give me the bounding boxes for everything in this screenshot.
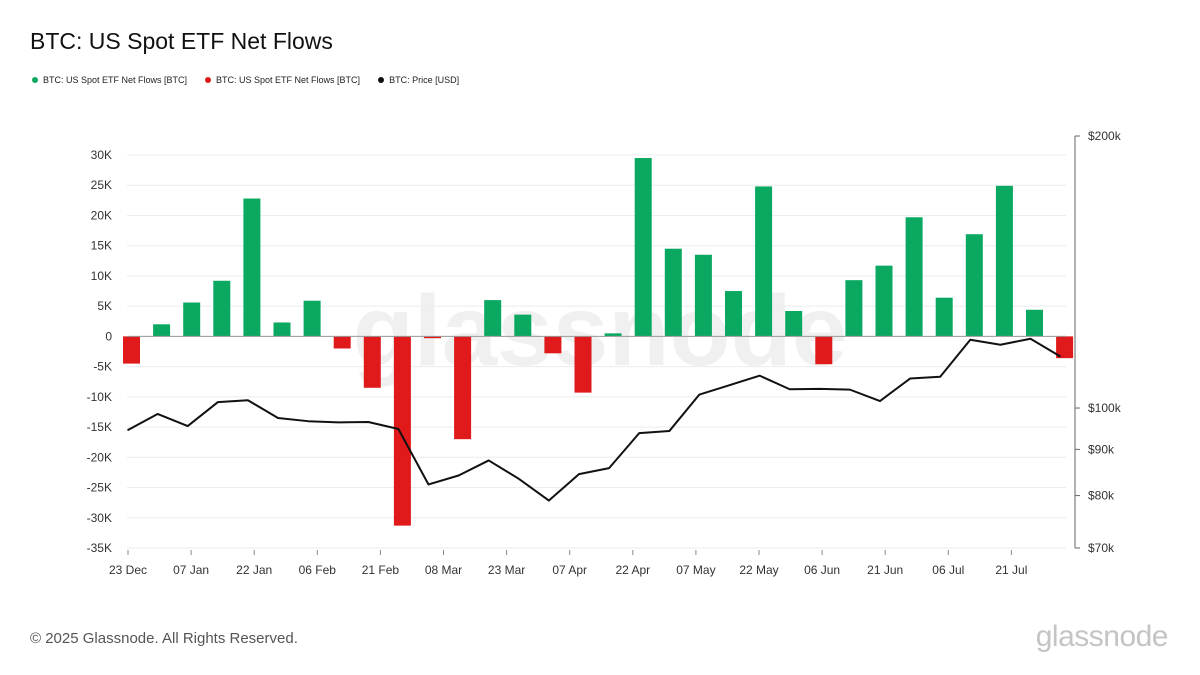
inflow-bar[interactable]	[905, 217, 923, 337]
inflow-bar[interactable]	[965, 234, 983, 337]
right-axis: $200k $100k $90k $80k $70k	[1074, 129, 1122, 555]
inflow-bar[interactable]	[845, 280, 863, 337]
x-tick-label: 23 Dec	[109, 563, 147, 577]
x-axis-ticks: 23 Dec 07 Jan 22 Jan 06 Feb 21 Feb 08 Mar 23 M…	[109, 550, 1027, 577]
price-line[interactable]	[127, 337, 1062, 502]
outflow-bar[interactable]	[574, 336, 592, 393]
inflow-bar[interactable]	[755, 186, 773, 337]
legend-swatch-red-icon	[205, 77, 212, 83]
y-left-tick-label: -25K	[87, 481, 112, 495]
price-line-group	[127, 337, 1062, 502]
outflow-bar[interactable]	[815, 336, 833, 365]
x-tick-label: 21 Jun	[867, 563, 903, 577]
chart-legend: BTC: US Spot ETF Net Flows [BTC] BTC: US…	[32, 75, 459, 85]
x-tick-label: 06 Jul	[932, 563, 964, 577]
y-left-tick-label: -20K	[87, 450, 112, 464]
legend-item-price[interactable]: BTC: Price [USD]	[378, 75, 459, 85]
x-tick-label: 07 Jan	[173, 563, 209, 577]
y-right-tick-label: $90k	[1088, 442, 1115, 456]
inflow-bar[interactable]	[935, 297, 953, 337]
inflow-bar[interactable]	[243, 198, 261, 337]
left-axis-ticks: 30K 25K 20K 15K 10K 5K 0 -5K -10K -15K -20K -25K -30…	[87, 148, 113, 555]
outflow-bar[interactable]	[393, 336, 411, 526]
glassnode-logo: glassnode	[1035, 620, 1169, 653]
x-tick-label: 06 Feb	[299, 563, 337, 577]
x-tick-label: 21 Jul	[995, 563, 1027, 577]
y-left-tick-label: -15K	[87, 420, 112, 434]
y-left-tick-label: -35K	[87, 541, 112, 555]
legend-swatch-green-icon	[32, 77, 38, 83]
x-tick-label: 21 Feb	[362, 563, 400, 577]
outflow-bar[interactable]	[424, 336, 441, 339]
y-right-tick-label: $80k	[1088, 489, 1115, 503]
y-right-tick-label: $100k	[1088, 401, 1122, 415]
inflow-bar[interactable]	[995, 185, 1013, 337]
y-left-tick-label: 25K	[91, 178, 112, 192]
x-tick-label: 06 Jun	[804, 563, 840, 577]
copyright-footer: © 2025 Glassnode. All Rights Reserved.	[30, 630, 298, 647]
legend-item-outflows[interactable]: BTC: US Spot ETF Net Flows [BTC]	[205, 75, 360, 85]
x-tick-label: 07 May	[676, 563, 715, 577]
y-left-tick-label: -10K	[87, 390, 112, 404]
y-left-tick-label: -30K	[87, 511, 112, 525]
x-tick-label: 08 Mar	[425, 563, 462, 577]
outflow-bar[interactable]	[123, 336, 140, 364]
y-right-tick-label: $70k	[1088, 541, 1115, 555]
outflow-bar[interactable]	[454, 336, 472, 440]
inflow-bar[interactable]	[514, 314, 532, 337]
inflow-bar[interactable]	[183, 302, 201, 337]
legend-swatch-black-icon	[378, 77, 385, 83]
inflow-bar[interactable]	[875, 265, 893, 337]
y-left-tick-label: 10K	[91, 269, 112, 283]
inflow-bar[interactable]	[484, 300, 502, 337]
y-right-tick-label: $200k	[1088, 129, 1122, 143]
y-left-tick-label: 15K	[91, 239, 112, 253]
chart-watermark: glassnode	[353, 275, 848, 387]
legend-label-price: BTC: Price [USD]	[389, 75, 460, 85]
inflow-bar[interactable]	[694, 254, 712, 337]
inflow-bar[interactable]	[303, 300, 321, 337]
inflow-bar[interactable]	[1026, 309, 1043, 337]
x-tick-label: 07 Apr	[552, 563, 587, 577]
outflow-bar[interactable]	[1056, 336, 1074, 359]
y-left-tick-label: 0	[105, 329, 112, 343]
y-left-tick-label: -5K	[93, 360, 112, 374]
inflow-bar[interactable]	[604, 333, 622, 337]
outflow-bar[interactable]	[363, 336, 381, 388]
flow-bars	[123, 158, 1074, 526]
legend-item-inflows[interactable]: BTC: US Spot ETF Net Flows [BTC]	[32, 75, 187, 85]
legend-label-inflows: BTC: US Spot ETF Net Flows [BTC]	[43, 75, 188, 85]
outflow-bar[interactable]	[544, 336, 562, 354]
x-tick-label: 22 Jan	[236, 563, 272, 577]
inflow-bar[interactable]	[725, 291, 742, 337]
chart-title: BTC: US Spot ETF Net Flows	[30, 28, 333, 54]
inflow-bar[interactable]	[785, 310, 803, 337]
y-left-tick-label: 30K	[91, 148, 112, 162]
inflow-bar[interactable]	[634, 158, 652, 337]
x-tick-label: 22 May	[739, 563, 778, 577]
y-left-tick-label: 5K	[97, 299, 112, 313]
x-tick-label: 22 Apr	[615, 563, 650, 577]
inflow-bar[interactable]	[664, 248, 682, 337]
x-tick-label: 23 Mar	[488, 563, 525, 577]
outflow-bar[interactable]	[333, 336, 351, 349]
legend-label-outflows: BTC: US Spot ETF Net Flows [BTC]	[216, 75, 361, 85]
inflow-bar[interactable]	[213, 280, 231, 337]
inflow-bar[interactable]	[273, 322, 291, 337]
inflow-bar[interactable]	[153, 324, 171, 337]
y-left-tick-label: 20K	[91, 208, 112, 222]
